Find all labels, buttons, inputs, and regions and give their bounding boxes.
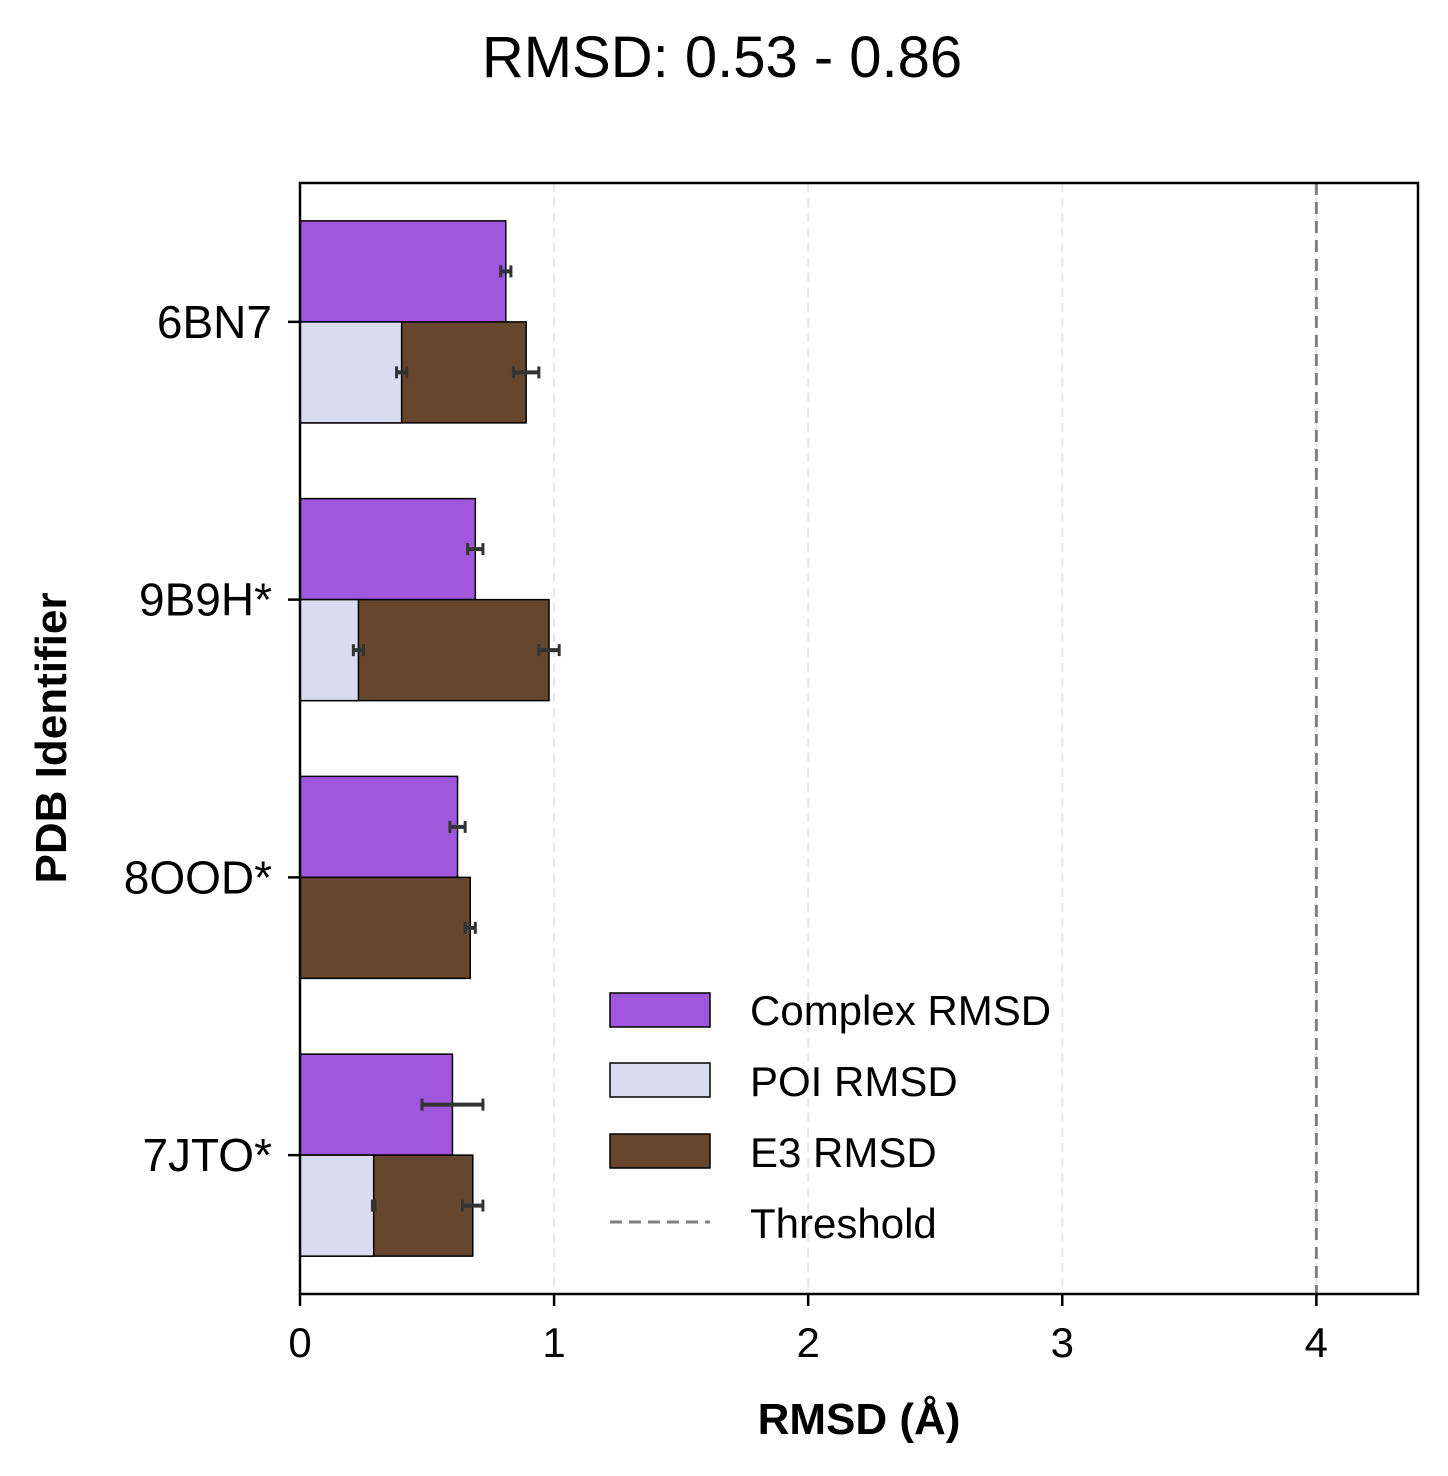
bar-complex <box>299 775 459 879</box>
legend-swatch-poi <box>609 1062 711 1098</box>
bar-complex <box>299 497 477 601</box>
legend-label-complex: Complex RMSD <box>750 987 1051 1034</box>
x-tick-label: 0 <box>288 1319 311 1366</box>
bar-poi <box>299 598 360 702</box>
x-axis-ticks: 0 1 2 3 4 <box>288 1294 1328 1366</box>
legend-swatch-e3 <box>609 1133 711 1169</box>
x-tick-label: 3 <box>1051 1319 1074 1366</box>
error-bars <box>351 265 561 1212</box>
y-axis-label: PDB Identifier <box>27 593 76 884</box>
bars <box>299 220 550 1257</box>
y-axis-ticks: 6BN7 9B9H* 8OOD* 7JTO* <box>124 296 300 1181</box>
y-tick-label: 7JTO* <box>142 1129 272 1181</box>
legend-swatch-complex <box>609 992 711 1028</box>
y-tick-label: 8OOD* <box>124 851 272 903</box>
x-axis-label: RMSD (Å) <box>758 1395 961 1444</box>
bar-poi <box>299 321 403 424</box>
x-tick-label: 2 <box>797 1319 820 1366</box>
bar-poi <box>299 1154 375 1257</box>
legend: Complex RMSD POI RMSD E3 RMSD Threshold <box>609 987 1051 1247</box>
legend-label-threshold: Threshold <box>750 1200 937 1247</box>
y-tick-label: 6BN7 <box>157 296 272 348</box>
legend-label-poi: POI RMSD <box>750 1058 958 1105</box>
x-tick-label: 1 <box>542 1319 565 1366</box>
bar-complex <box>299 220 507 323</box>
chart-title: RMSD: 0.53 - 0.86 <box>482 25 962 90</box>
grid-lines <box>553 183 1318 1294</box>
legend-label-e3: E3 RMSD <box>750 1129 937 1176</box>
x-tick-label: 4 <box>1305 1319 1328 1366</box>
y-tick-label: 9B9H* <box>139 574 272 626</box>
plot-frame <box>298 181 1420 1296</box>
bar-e3 <box>299 876 471 980</box>
